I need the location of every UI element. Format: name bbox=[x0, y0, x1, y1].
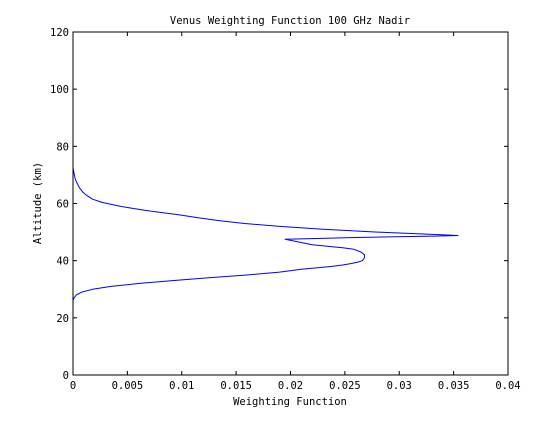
x-tick-label: 0.04 bbox=[495, 380, 520, 392]
x-tick-label: 0.015 bbox=[220, 380, 252, 392]
chart-title: Venus Weighting Function 100 GHz Nadir bbox=[170, 15, 410, 27]
y-tick-label: 100 bbox=[50, 84, 69, 96]
x-tick-label: 0.03 bbox=[387, 380, 412, 392]
y-tick-label: 40 bbox=[56, 256, 69, 268]
x-tick-label: 0 bbox=[70, 380, 76, 392]
y-tick-label: 120 bbox=[50, 27, 69, 39]
x-tick-label: 0.01 bbox=[169, 380, 194, 392]
weighting-function-line bbox=[72, 167, 459, 301]
plot-area-background bbox=[73, 32, 508, 375]
ticks-layer: 0 0.005 0.01 0.015 0.02 0.025 0.03 0.035 0.04 0 20… bbox=[50, 27, 521, 392]
x-tick-label: 0.035 bbox=[438, 380, 470, 392]
y-tick-label: 60 bbox=[56, 199, 69, 211]
y-tick-label: 80 bbox=[56, 141, 69, 153]
y-tick-label: 0 bbox=[63, 370, 69, 382]
series-layer bbox=[72, 167, 459, 301]
y-axis-label: Altitude (km) bbox=[32, 162, 44, 244]
x-tick-label: 0.02 bbox=[278, 380, 303, 392]
x-tick-label: 0.005 bbox=[112, 380, 144, 392]
x-axis-label: Weighting Function bbox=[233, 396, 347, 408]
plot-area-frame bbox=[72, 31, 509, 376]
x-tick-label: 0.025 bbox=[329, 380, 361, 392]
y-tick-label: 20 bbox=[56, 313, 69, 325]
